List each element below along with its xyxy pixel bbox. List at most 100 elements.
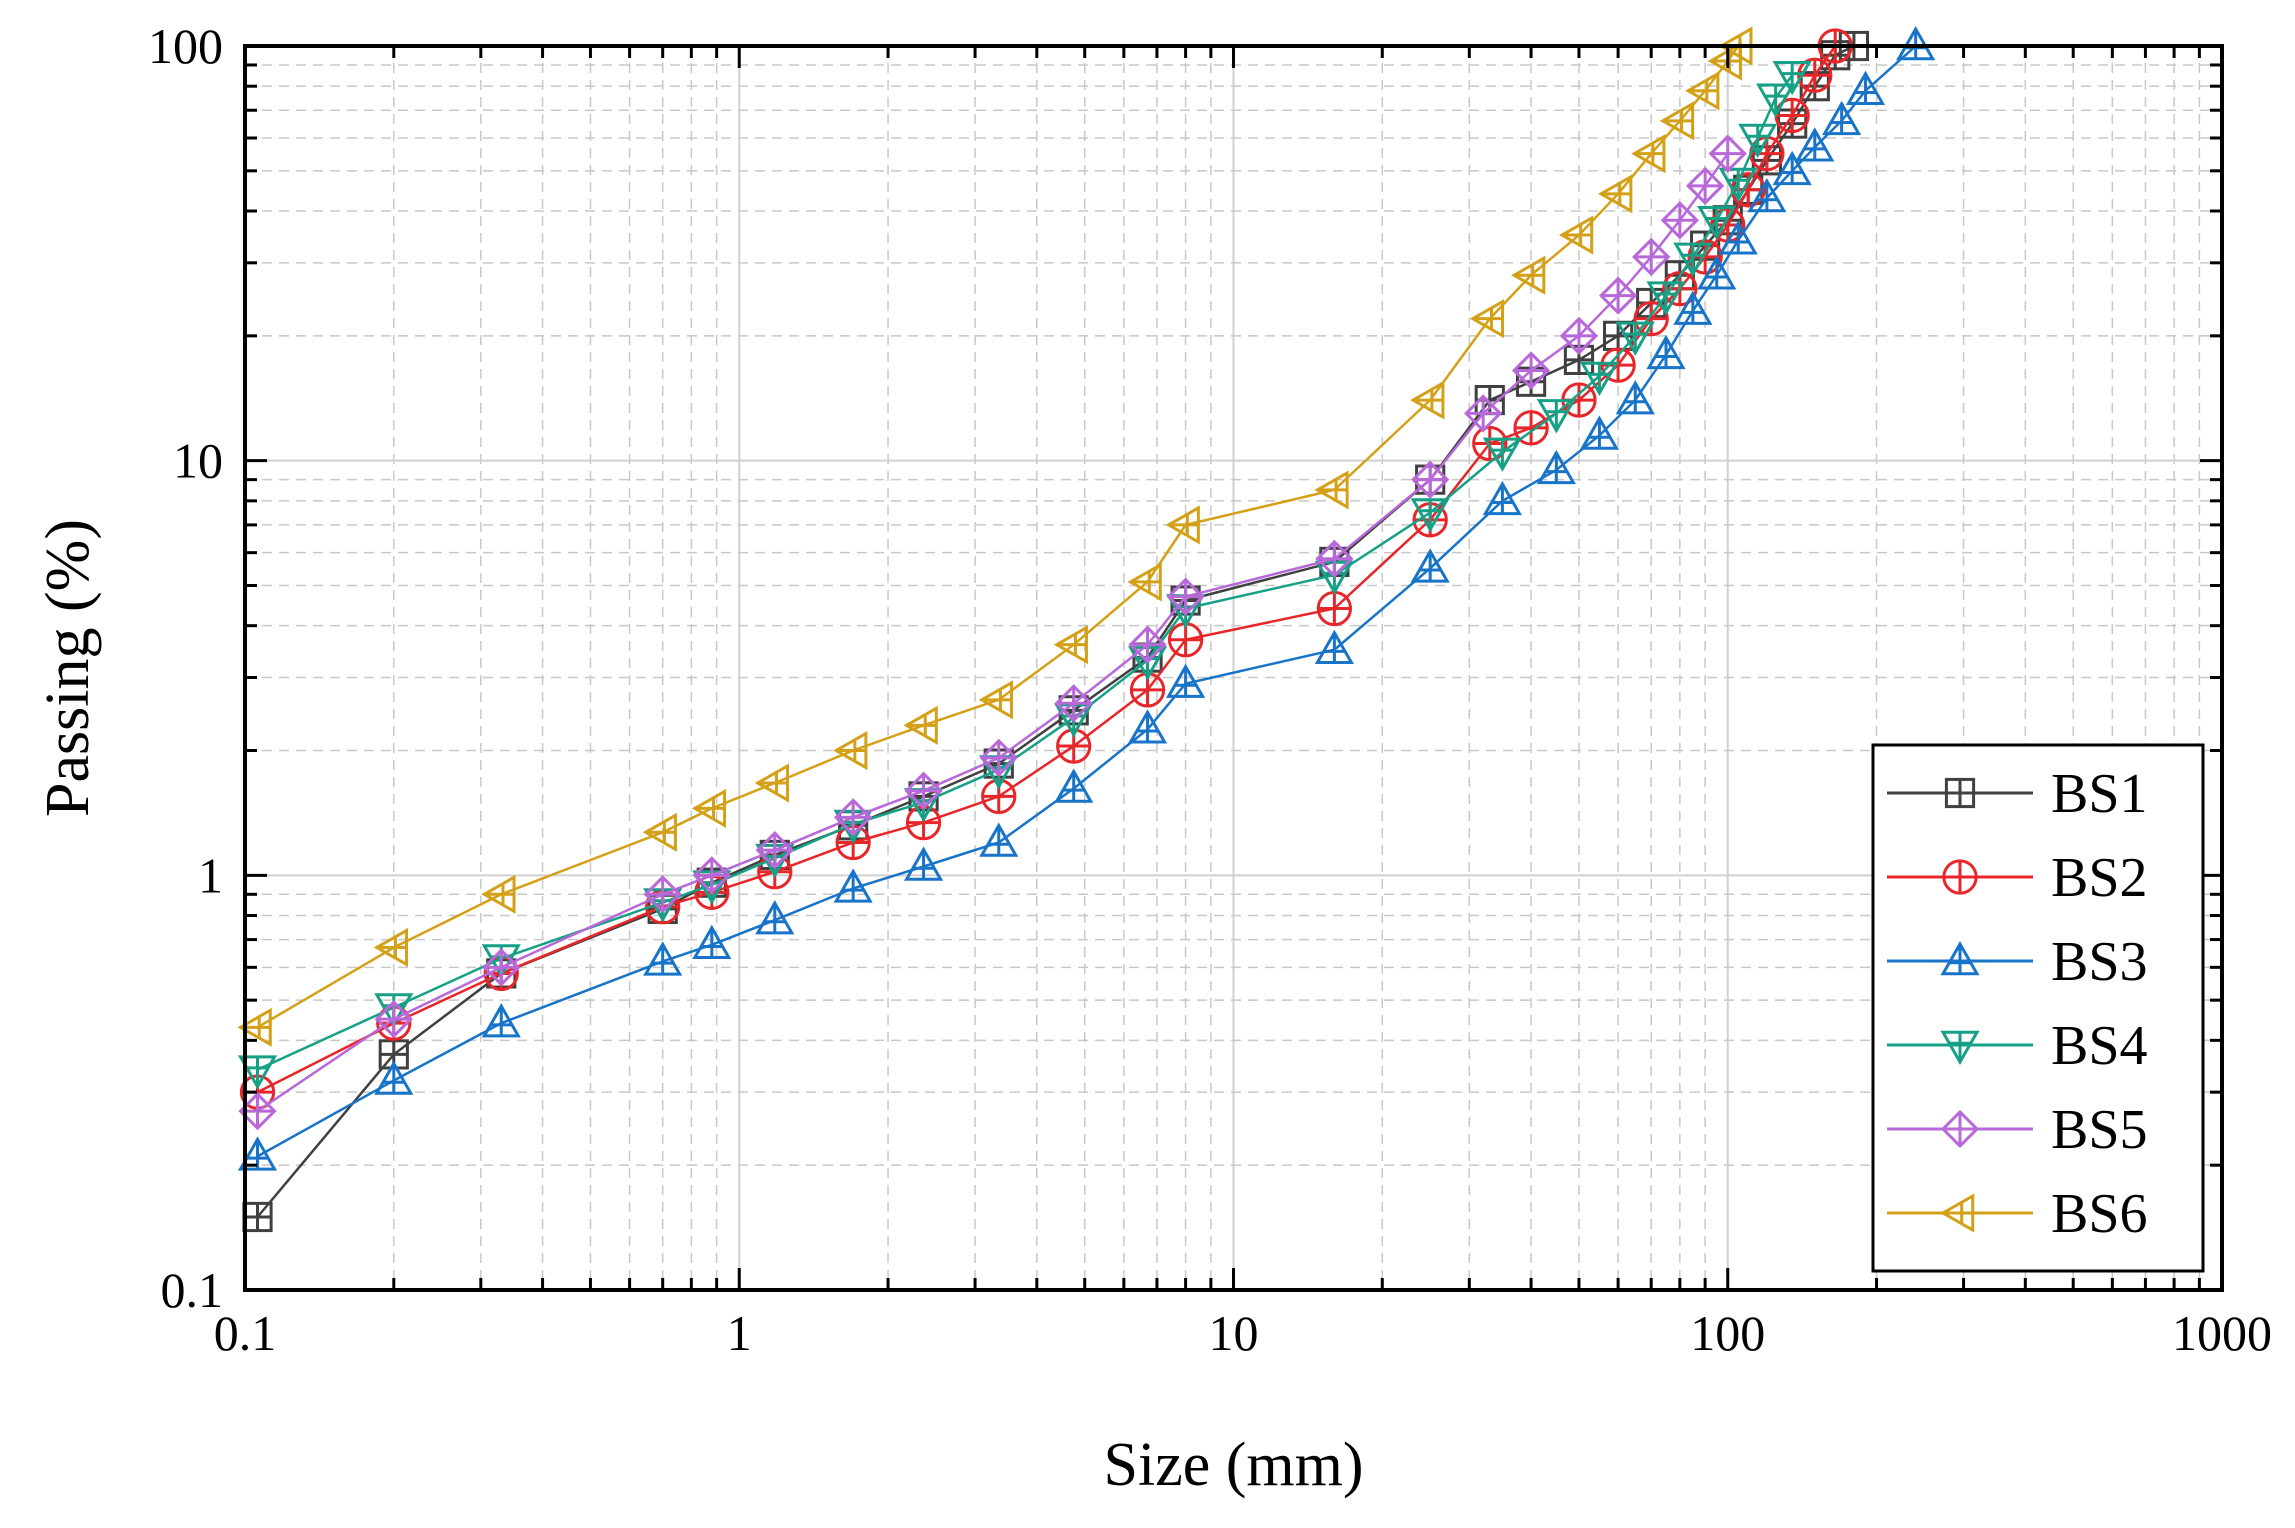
y-tick-label: 0.1: [161, 1262, 224, 1318]
data-point-bs2: [1633, 301, 1669, 337]
legend-item-bs2: BS2: [1887, 847, 2148, 909]
data-point-bs2: [1513, 410, 1549, 446]
data-point-bs3: [833, 868, 873, 903]
data-point-bs3: [1615, 380, 1655, 415]
data-point-bs6: [691, 788, 727, 829]
data-point-bs4: [1615, 321, 1655, 356]
data-point-bs5: [482, 948, 521, 987]
legend-item-bs4: BS4: [1887, 1015, 2148, 1077]
legend-marker: [1942, 859, 1978, 895]
data-point-bs5: [1660, 201, 1699, 240]
data-point-bs5: [1686, 166, 1725, 205]
data-point-bs3: [643, 941, 683, 976]
data-point-bs4: [1646, 281, 1686, 316]
data-point-bs4: [1738, 123, 1778, 159]
legend-item-bs6: BS6: [1887, 1183, 2148, 1245]
data-point-bs4: [1410, 498, 1450, 533]
data-point-bs4: [1579, 361, 1620, 397]
x-tick-label: 10: [1209, 1305, 1259, 1361]
data-point-bs6: [903, 705, 938, 745]
data-point-bs6: [1511, 255, 1546, 295]
data-point-bs6: [1469, 299, 1505, 339]
legend-label: BS2: [2051, 847, 2148, 909]
data-point-bs5: [755, 831, 794, 870]
data-point-bs5: [834, 798, 873, 837]
legend-marker: [1939, 1193, 1975, 1233]
series-line-bs5: [256, 152, 1729, 1113]
legend-marker: [1940, 1109, 1980, 1149]
data-point-bs2: [1316, 590, 1353, 627]
data-point-bs3: [1845, 70, 1886, 105]
data-point-bs6: [1659, 101, 1695, 141]
y-axis-title: Passing (%): [34, 519, 102, 817]
data-point-bs5: [1559, 316, 1599, 355]
data-point-bs5: [1054, 684, 1093, 723]
x-tick-labels: 0.1 1 10 100 1000: [214, 1305, 2272, 1361]
data-point-bs3: [692, 924, 732, 960]
data-point-bs4: [237, 1055, 278, 1090]
data-point-bs5: [1166, 577, 1205, 616]
data-point-bs3: [1747, 177, 1787, 213]
x-tick-label: 0.1: [214, 1305, 277, 1361]
data-point-bs3: [1536, 449, 1576, 485]
data-point-bs5: [979, 738, 1018, 777]
data-point-bs4: [1718, 167, 1758, 202]
data-point-bs4: [1772, 61, 1812, 96]
data-point-bs6: [1598, 174, 1633, 214]
data-point-bs4: [1756, 83, 1796, 118]
data-point-bs6: [1685, 71, 1720, 111]
series-layer: [237, 25, 1936, 1233]
data-point-bs5: [1511, 351, 1551, 390]
x-tick-label: 1000: [2172, 1305, 2272, 1361]
data-point-bs3: [1314, 629, 1354, 664]
data-point-bs5: [1315, 539, 1354, 578]
data-point-bs3: [237, 1136, 278, 1171]
data-point-bs3: [1166, 663, 1206, 698]
data-point-bs6: [1127, 562, 1162, 602]
legend-item-bs5: BS5: [1887, 1099, 2148, 1161]
data-point-bs6: [1410, 380, 1445, 420]
data-point-bs6: [481, 874, 516, 914]
data-point-bs6: [373, 927, 409, 968]
data-point-bs3: [374, 1060, 414, 1095]
legend-item-bs3: BS3: [1887, 931, 2148, 993]
data-point-bs6: [1314, 470, 1349, 510]
legend-label: BS6: [2051, 1183, 2148, 1245]
data-point-bs3: [1579, 415, 1620, 450]
data-point-bs3: [903, 846, 944, 881]
legend-label: BS5: [2051, 1099, 2148, 1161]
data-point-bs4: [1482, 437, 1522, 472]
legend-box: [1871, 743, 2205, 1273]
legend-marker: [1944, 777, 1976, 809]
data-point-bs6: [1165, 505, 1200, 545]
data-point-bs5: [692, 856, 731, 895]
data-point-bs5: [1632, 237, 1671, 277]
data-point-bs3: [1772, 150, 1812, 186]
legend: BS1 BS2 BS3 BS4 BS5 BS6: [1871, 743, 2205, 1273]
x-axis-title: Size (mm): [1104, 1431, 1364, 1499]
data-point-bs6: [1707, 41, 1742, 81]
data-point-bs5: [643, 875, 682, 914]
data-point-bs3: [1127, 709, 1168, 744]
x-tick-label: 100: [1690, 1305, 1765, 1361]
data-point-bs3: [755, 900, 795, 935]
data-point-bs5: [1708, 134, 1747, 173]
data-point-bs6: [833, 730, 868, 771]
legend-label: BS4: [2051, 1015, 2148, 1077]
data-point-bs3: [979, 822, 1019, 857]
data-point-bs2: [1472, 425, 1508, 462]
legend-label: BS1: [2051, 763, 2148, 825]
data-point-bs3: [1646, 334, 1686, 370]
data-point-bs4: [1697, 205, 1737, 241]
data-point-bs6: [1631, 134, 1666, 174]
data-point-bs3: [1822, 100, 1862, 136]
data-point-bs3: [481, 1003, 521, 1038]
data-point-bs3: [1054, 768, 1094, 803]
data-point-bs5: [904, 771, 943, 810]
legend-label: BS3: [2051, 931, 2148, 993]
y-tick-label: 100: [148, 18, 223, 74]
data-point-bs3: [1482, 480, 1522, 516]
data-point-bs3: [1718, 220, 1758, 255]
data-point-bs3: [1795, 127, 1835, 162]
